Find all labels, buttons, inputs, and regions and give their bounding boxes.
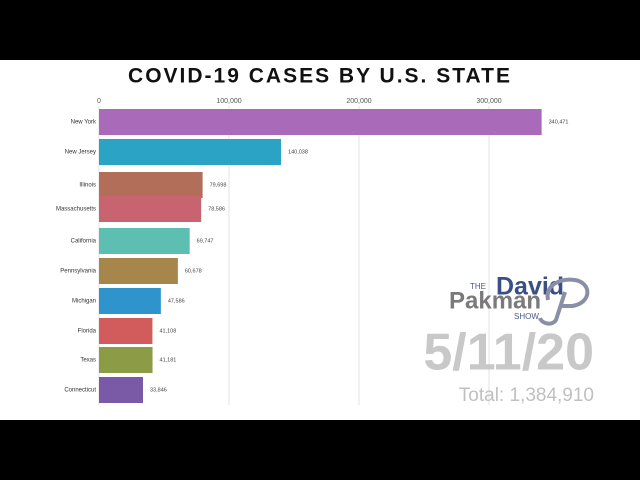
bar — [99, 196, 202, 222]
category-label: California — [71, 239, 97, 245]
bar — [99, 288, 161, 314]
bar — [99, 139, 282, 165]
bar — [99, 318, 153, 344]
category-label: Michigan — [72, 299, 96, 305]
bar — [99, 377, 143, 403]
value-label: 41,108 — [159, 328, 176, 334]
category-label: Illinois — [79, 183, 96, 189]
bar — [99, 258, 178, 284]
logo-mark — [538, 277, 590, 326]
category-label: Pennsylvania — [60, 269, 96, 275]
value-label: 47,586 — [168, 298, 185, 304]
value-label: 140,038 — [288, 149, 308, 155]
logo-the: THE — [470, 282, 486, 291]
date-label: 5/11/20 — [423, 324, 594, 382]
logo-pakman: Pakman — [449, 287, 541, 314]
value-label: 340,471 — [549, 119, 569, 125]
plot: 0 100,000 200,000 300,000 New York 340,471 New… — [56, 98, 569, 405]
category-label: Connecticut — [64, 388, 96, 394]
value-label: 60,678 — [185, 268, 202, 274]
value-label: 69,747 — [197, 238, 214, 244]
category-label: Texas — [80, 358, 96, 364]
value-label: 41,181 — [160, 357, 177, 363]
x-tick-label: 0 — [97, 98, 101, 105]
bar — [99, 228, 190, 254]
value-label: 78,586 — [208, 206, 225, 212]
value-label: 79,698 — [210, 182, 227, 188]
total-label: Total: 1,384,910 — [459, 385, 594, 406]
logo-show: SHOW — [514, 312, 539, 321]
category-label: Massachusetts — [56, 207, 96, 213]
chart-title: COVID-19 CASES BY U.S. STATE — [128, 65, 512, 88]
bar — [99, 172, 203, 198]
x-tick-label: 100,000 — [216, 98, 241, 105]
category-label: New Jersey — [65, 150, 96, 156]
value-label: 33,846 — [150, 387, 167, 393]
bar — [99, 109, 542, 135]
x-tick-label: 300,000 — [476, 98, 501, 105]
category-label: Florida — [78, 329, 97, 335]
category-label: New York — [71, 120, 97, 126]
x-tick-label: 200,000 — [346, 98, 371, 105]
bar — [99, 347, 153, 373]
logo: THE David Pakman SHOW — [449, 273, 590, 326]
